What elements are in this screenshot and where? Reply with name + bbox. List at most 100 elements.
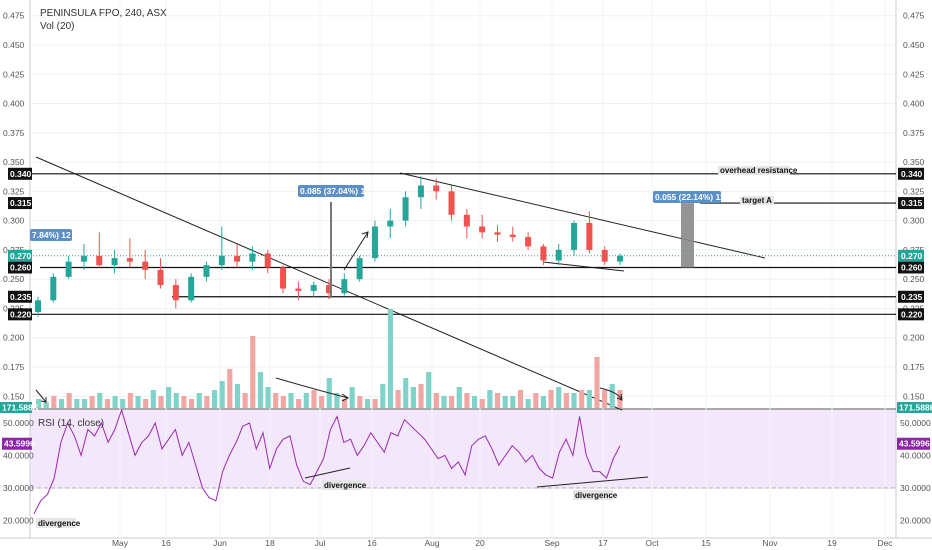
time-tick-label: Dec xyxy=(877,538,893,548)
time-tick-label: 20 xyxy=(475,538,485,548)
time-tick-label: 16 xyxy=(161,538,171,548)
volume-bar xyxy=(204,396,210,408)
rsi-left-tick-label: 20.0000 xyxy=(3,515,34,525)
time-axis[interactable]: May 16 Jun 18 Jul 16 Aug 20 Sep 17 Oct 15 Nov 19 Dec xyxy=(112,538,893,548)
volume-bar xyxy=(97,393,103,408)
measure-range-right xyxy=(681,203,694,268)
volume-bar xyxy=(211,390,218,408)
right-rsi-badge-text: 43.5996 xyxy=(899,439,930,449)
right-tick-label: 0.325 xyxy=(903,186,925,196)
candle-body xyxy=(249,253,256,262)
right-volume-badge-text: 171.588K xyxy=(899,403,932,413)
candle-body xyxy=(417,185,424,198)
candle-body xyxy=(310,285,317,291)
left-volume-badge xyxy=(0,402,32,413)
candle-body xyxy=(540,246,547,261)
right-volume-badge xyxy=(897,402,932,413)
volume-bar xyxy=(472,396,478,408)
candle-body xyxy=(433,185,440,192)
right-tick-label: 0.400 xyxy=(903,99,925,109)
rsi-right-tick-label: 40.0000 xyxy=(900,450,931,460)
measurement-tools: 7.84%) 12 0.085 (37.04%) 17 0.055 (22.14%)… xyxy=(30,185,725,298)
candle-body xyxy=(571,222,578,250)
volume-bar xyxy=(296,399,302,408)
volume-bar xyxy=(487,390,493,408)
candle-body xyxy=(203,265,210,277)
time-tick-label: Jul xyxy=(315,538,326,548)
time-tick-label: Nov xyxy=(762,538,778,548)
volume-bar xyxy=(418,384,424,408)
left-tick-label: 0.300 xyxy=(3,216,25,226)
volume-bar xyxy=(51,396,57,408)
candle-body xyxy=(50,276,57,301)
left-price-badge-text: 0.220 xyxy=(10,309,32,319)
time-tick-label: 19 xyxy=(827,538,837,548)
volume-bar xyxy=(196,393,202,408)
candlesticks xyxy=(35,176,623,317)
left-tick-label: 0.375 xyxy=(3,128,25,138)
candle-body xyxy=(463,214,470,227)
right-current-price-text: 0.270 xyxy=(901,251,923,261)
right-current-price-badge xyxy=(898,249,924,262)
support-trendline xyxy=(542,261,625,272)
volume-bar xyxy=(58,399,65,408)
resistance-trendline xyxy=(399,172,766,259)
right-price-badge xyxy=(898,290,924,303)
right-tick-label: 0.250 xyxy=(903,274,925,284)
volume-bar xyxy=(303,393,309,408)
right-price-badge-text: 0.260 xyxy=(901,262,923,272)
volume-bar xyxy=(502,396,508,408)
volume-bar xyxy=(280,396,286,408)
left-price-axis[interactable]: 0.475 0.450 0.425 0.400 0.375 0.350 0.325 0.300… xyxy=(0,11,40,526)
volume-bar xyxy=(372,399,378,408)
candle-body xyxy=(80,255,87,262)
left-price-badge xyxy=(8,167,32,180)
left-price-badge-text: 0.235 xyxy=(10,292,32,302)
rsi-band xyxy=(30,410,896,489)
volume-bar xyxy=(166,387,172,408)
left-tick-label: 0.175 xyxy=(3,362,25,372)
candle-body xyxy=(218,255,225,266)
volume-bar xyxy=(517,390,524,408)
candle-body xyxy=(65,261,72,277)
note-divergence-1: divergence xyxy=(38,519,81,528)
volume-bar xyxy=(89,396,95,408)
candle-body xyxy=(35,300,41,312)
volume-bar xyxy=(410,387,416,408)
left-price-badge xyxy=(8,290,32,303)
volume-bar xyxy=(586,390,592,408)
volume-bar xyxy=(364,399,371,408)
left-tick-label: 0.350 xyxy=(3,157,25,167)
candle-body xyxy=(188,276,195,301)
rsi-line xyxy=(33,408,621,515)
candle-body xyxy=(387,220,394,227)
candle-body xyxy=(617,255,623,262)
candle-body xyxy=(509,234,516,238)
candle-body xyxy=(371,226,378,259)
candle-body xyxy=(402,197,409,221)
candle-body xyxy=(525,237,532,247)
candle-body xyxy=(494,232,501,235)
right-tick-label: 0.175 xyxy=(903,362,925,372)
time-tick-label: Aug xyxy=(424,538,439,548)
volume-bar xyxy=(349,387,355,408)
volume-bar xyxy=(311,390,317,408)
left-price-badge-text: 0.260 xyxy=(10,262,32,272)
right-price-axis[interactable]: 0.475 0.450 0.425 0.400 0.375 0.350 0.325 0.300… xyxy=(897,11,932,526)
volume-bar xyxy=(242,393,248,408)
volume-bar xyxy=(609,384,615,408)
time-tick-label: 15 xyxy=(701,538,711,548)
candle-body xyxy=(126,258,133,262)
right-price-badge-text: 0.220 xyxy=(901,309,923,319)
volume-bar xyxy=(441,396,447,408)
volume-bar xyxy=(135,396,141,408)
volume-bar xyxy=(250,336,256,408)
candle-body xyxy=(448,191,455,215)
left-price-badge xyxy=(8,197,32,210)
volume-bar xyxy=(464,393,470,408)
volume-bar xyxy=(533,393,539,408)
left-rsi-badge xyxy=(2,437,32,450)
volume-bar xyxy=(433,393,439,408)
right-tick-label: 0.350 xyxy=(903,157,925,167)
